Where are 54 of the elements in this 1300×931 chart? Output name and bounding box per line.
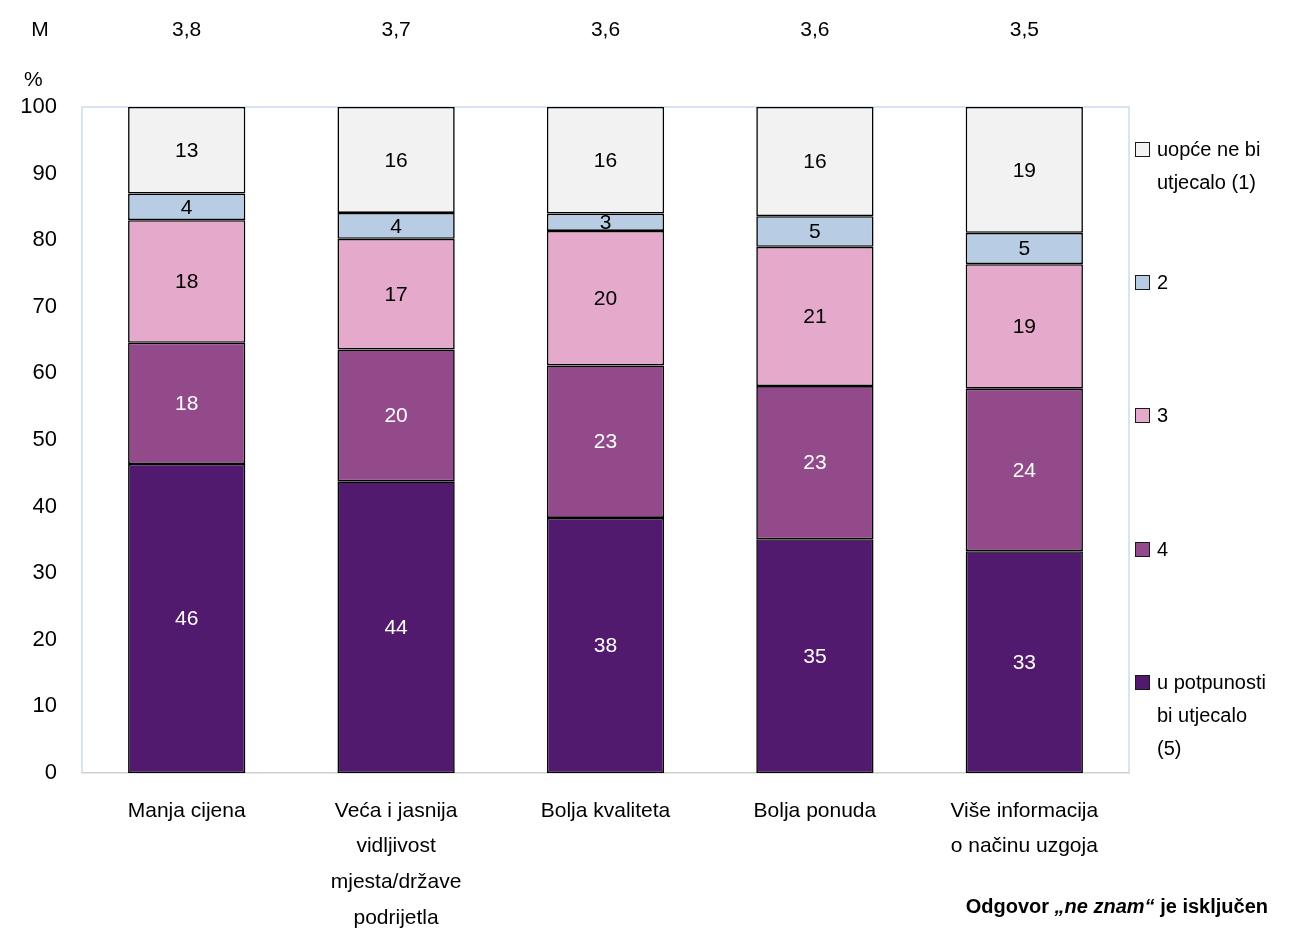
y-tick-label: 50 xyxy=(32,426,57,452)
data-label: 21 xyxy=(803,304,827,328)
y-tick-label: 80 xyxy=(32,226,57,252)
legend-label: 2 xyxy=(1157,270,1170,296)
legend-label: 4 xyxy=(1157,536,1170,562)
text: 3,8 xyxy=(172,16,202,40)
y-axis-title: % xyxy=(24,66,43,90)
data-label: 5 xyxy=(1018,236,1031,260)
text: Odgovor „ne znam“ je isključen xyxy=(965,894,1268,917)
data-label: 4 xyxy=(180,194,193,218)
data-label: 16 xyxy=(803,149,827,173)
x-tick-label: Bolja ponuda xyxy=(753,797,877,821)
data-label: 35 xyxy=(803,643,827,667)
legend-label: u potpunosti bi utjecalo (5) xyxy=(1157,669,1267,761)
x-tick-label: Manja cijena xyxy=(127,797,246,821)
data-label: 3 xyxy=(599,210,612,234)
data-label: 16 xyxy=(384,147,408,171)
x-tick-label: Bolja kvaliteta xyxy=(540,797,671,821)
y-tick-label: 40 xyxy=(32,492,57,518)
y-tick-label: 0 xyxy=(44,759,57,785)
text: 3,7 xyxy=(381,16,411,40)
data-label: 18 xyxy=(175,391,199,415)
data-label: 23 xyxy=(593,429,618,453)
y-tick-label: 90 xyxy=(32,159,57,185)
data-label: 33 xyxy=(1012,649,1036,673)
text: 3,6 xyxy=(590,16,621,40)
y-tick-label: 20 xyxy=(32,625,57,651)
y-tick-label: 70 xyxy=(32,292,57,318)
x-tick-label: Više informacija o načinu uzgoja xyxy=(950,797,1099,857)
data-label: 18 xyxy=(175,269,199,293)
y-tick-label: 30 xyxy=(32,559,57,585)
data-label: 38 xyxy=(593,633,618,657)
data-label: 13 xyxy=(175,138,199,162)
legend-label: 3 xyxy=(1157,403,1170,429)
data-label: 5 xyxy=(809,219,821,243)
data-label: 17 xyxy=(384,281,408,305)
data-label: 20 xyxy=(593,285,618,309)
text: uopće ne bi utjecalo (1) xyxy=(1157,137,1262,195)
data-label: 46 xyxy=(175,606,199,630)
data-label: 20 xyxy=(384,403,408,427)
text: 3,6 xyxy=(800,16,830,40)
data-label: 19 xyxy=(1012,157,1036,181)
data-label: 44 xyxy=(384,614,409,638)
y-tick-label: 100 xyxy=(20,93,57,119)
data-label: 24 xyxy=(1012,457,1037,481)
text: M xyxy=(31,16,49,40)
text: 3,5 xyxy=(1009,16,1039,40)
data-label: 23 xyxy=(803,450,827,474)
data-label: 16 xyxy=(593,148,618,172)
y-tick-label: 60 xyxy=(32,359,57,385)
x-tick-label: Veća i jasnija vidljivost mjesta/države podrijetla xyxy=(330,797,462,928)
data-label: 19 xyxy=(1012,314,1036,338)
data-label: 4 xyxy=(390,213,403,237)
y-tick-label: 10 xyxy=(32,692,57,718)
